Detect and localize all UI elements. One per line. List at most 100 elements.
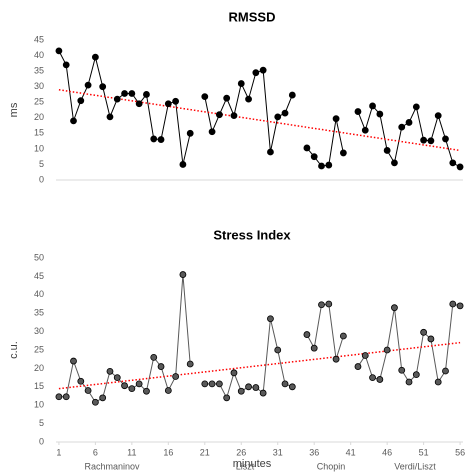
- data-point: [361, 352, 369, 359]
- data-point: [259, 66, 267, 74]
- data-point: [332, 355, 340, 363]
- data-point: [332, 115, 340, 123]
- x-tick-label: 51: [419, 447, 429, 457]
- data-point: [398, 366, 406, 374]
- data-point: [208, 380, 216, 388]
- data-point: [267, 148, 274, 156]
- data-point: [55, 393, 63, 401]
- data-point: [230, 112, 238, 119]
- data-point: [143, 387, 150, 395]
- data-point: [113, 95, 121, 103]
- data-point: [252, 69, 260, 77]
- y-tick-label: 15: [34, 381, 44, 391]
- annotation: Chopin: [317, 461, 346, 471]
- y-tick-label: 40: [34, 289, 44, 299]
- data-point: [259, 389, 267, 397]
- data-point: [456, 163, 464, 171]
- data-point: [361, 126, 369, 134]
- data-point: [412, 371, 420, 379]
- data-point: [442, 135, 449, 143]
- y-tick-label: 25: [34, 97, 44, 107]
- data-point: [383, 147, 391, 154]
- data-point: [310, 344, 318, 352]
- data-point: [310, 153, 318, 161]
- annotation: Liszt: [236, 461, 255, 471]
- data-point: [215, 111, 223, 119]
- data-point: [99, 83, 107, 91]
- data-point: [135, 100, 143, 108]
- data-point: [442, 367, 449, 375]
- data-point: [449, 159, 457, 167]
- x-tick-label: 41: [346, 447, 356, 457]
- data-point: [55, 47, 63, 55]
- chart-title: RMSSD: [229, 9, 276, 24]
- data-point: [369, 102, 376, 110]
- x-tick-label: 31: [273, 447, 283, 457]
- x-axis-title: minutes: [233, 458, 272, 470]
- data-point: [106, 113, 114, 121]
- data-point: [215, 380, 223, 388]
- data-point: [434, 112, 442, 119]
- data-point: [223, 394, 231, 402]
- data-point: [186, 360, 194, 368]
- data-point: [128, 385, 136, 393]
- x-tick-label: 26: [236, 447, 246, 457]
- data-point: [230, 369, 238, 377]
- data-point: [303, 144, 311, 152]
- data-point: [143, 91, 150, 98]
- data-point: [427, 137, 435, 145]
- data-point: [383, 346, 391, 354]
- data-point: [281, 109, 289, 117]
- annotation: Rachmaninov: [84, 461, 140, 471]
- data-point: [267, 315, 274, 323]
- data-point: [354, 363, 362, 370]
- y-tick-label: 25: [34, 344, 44, 354]
- data-point: [99, 394, 107, 402]
- data-point: [223, 94, 231, 102]
- data-point: [456, 302, 464, 310]
- data-point: [252, 384, 260, 391]
- x-tick-label: 36: [309, 447, 319, 457]
- data-point: [325, 161, 333, 169]
- data-point: [427, 335, 435, 343]
- series-line: [58, 274, 461, 403]
- data-point: [288, 91, 296, 99]
- x-tick-label: 11: [127, 447, 136, 457]
- series-line: [58, 50, 461, 168]
- data-point: [274, 113, 282, 121]
- chart-title: Stress Index: [213, 227, 291, 242]
- trendline: [58, 341, 461, 390]
- data-point: [77, 377, 85, 385]
- y-tick-label: 5: [39, 159, 44, 169]
- data-point: [91, 398, 99, 406]
- y-tick-label: 45: [34, 271, 44, 281]
- x-tick-label: 6: [93, 447, 98, 457]
- y-tick-label: 0: [39, 436, 44, 446]
- y-tick-label: 10: [34, 400, 44, 410]
- data-point: [84, 387, 92, 394]
- data-point: [354, 108, 362, 115]
- data-point: [303, 331, 311, 338]
- data-point: [201, 380, 209, 388]
- data-point: [412, 103, 420, 111]
- data-point: [150, 135, 158, 143]
- data-point: [157, 136, 165, 143]
- y-tick-label: 40: [34, 50, 44, 60]
- data-point: [179, 161, 187, 168]
- data-point: [84, 81, 92, 89]
- y-tick-label: 10: [34, 143, 44, 153]
- y-tick-label: 5: [39, 418, 44, 428]
- y-axis-title: ms: [8, 102, 20, 117]
- data-point: [121, 382, 128, 390]
- data-point: [391, 159, 398, 167]
- data-point: [77, 97, 85, 105]
- data-point: [62, 393, 70, 401]
- data-point: [186, 129, 194, 137]
- data-point: [62, 61, 70, 69]
- x-tick-label: 21: [200, 447, 210, 457]
- y-tick-label: 35: [34, 65, 44, 75]
- data-point: [106, 367, 114, 375]
- y-tick-label: 15: [34, 128, 44, 138]
- annotation: Verdi/Liszt: [394, 461, 436, 471]
